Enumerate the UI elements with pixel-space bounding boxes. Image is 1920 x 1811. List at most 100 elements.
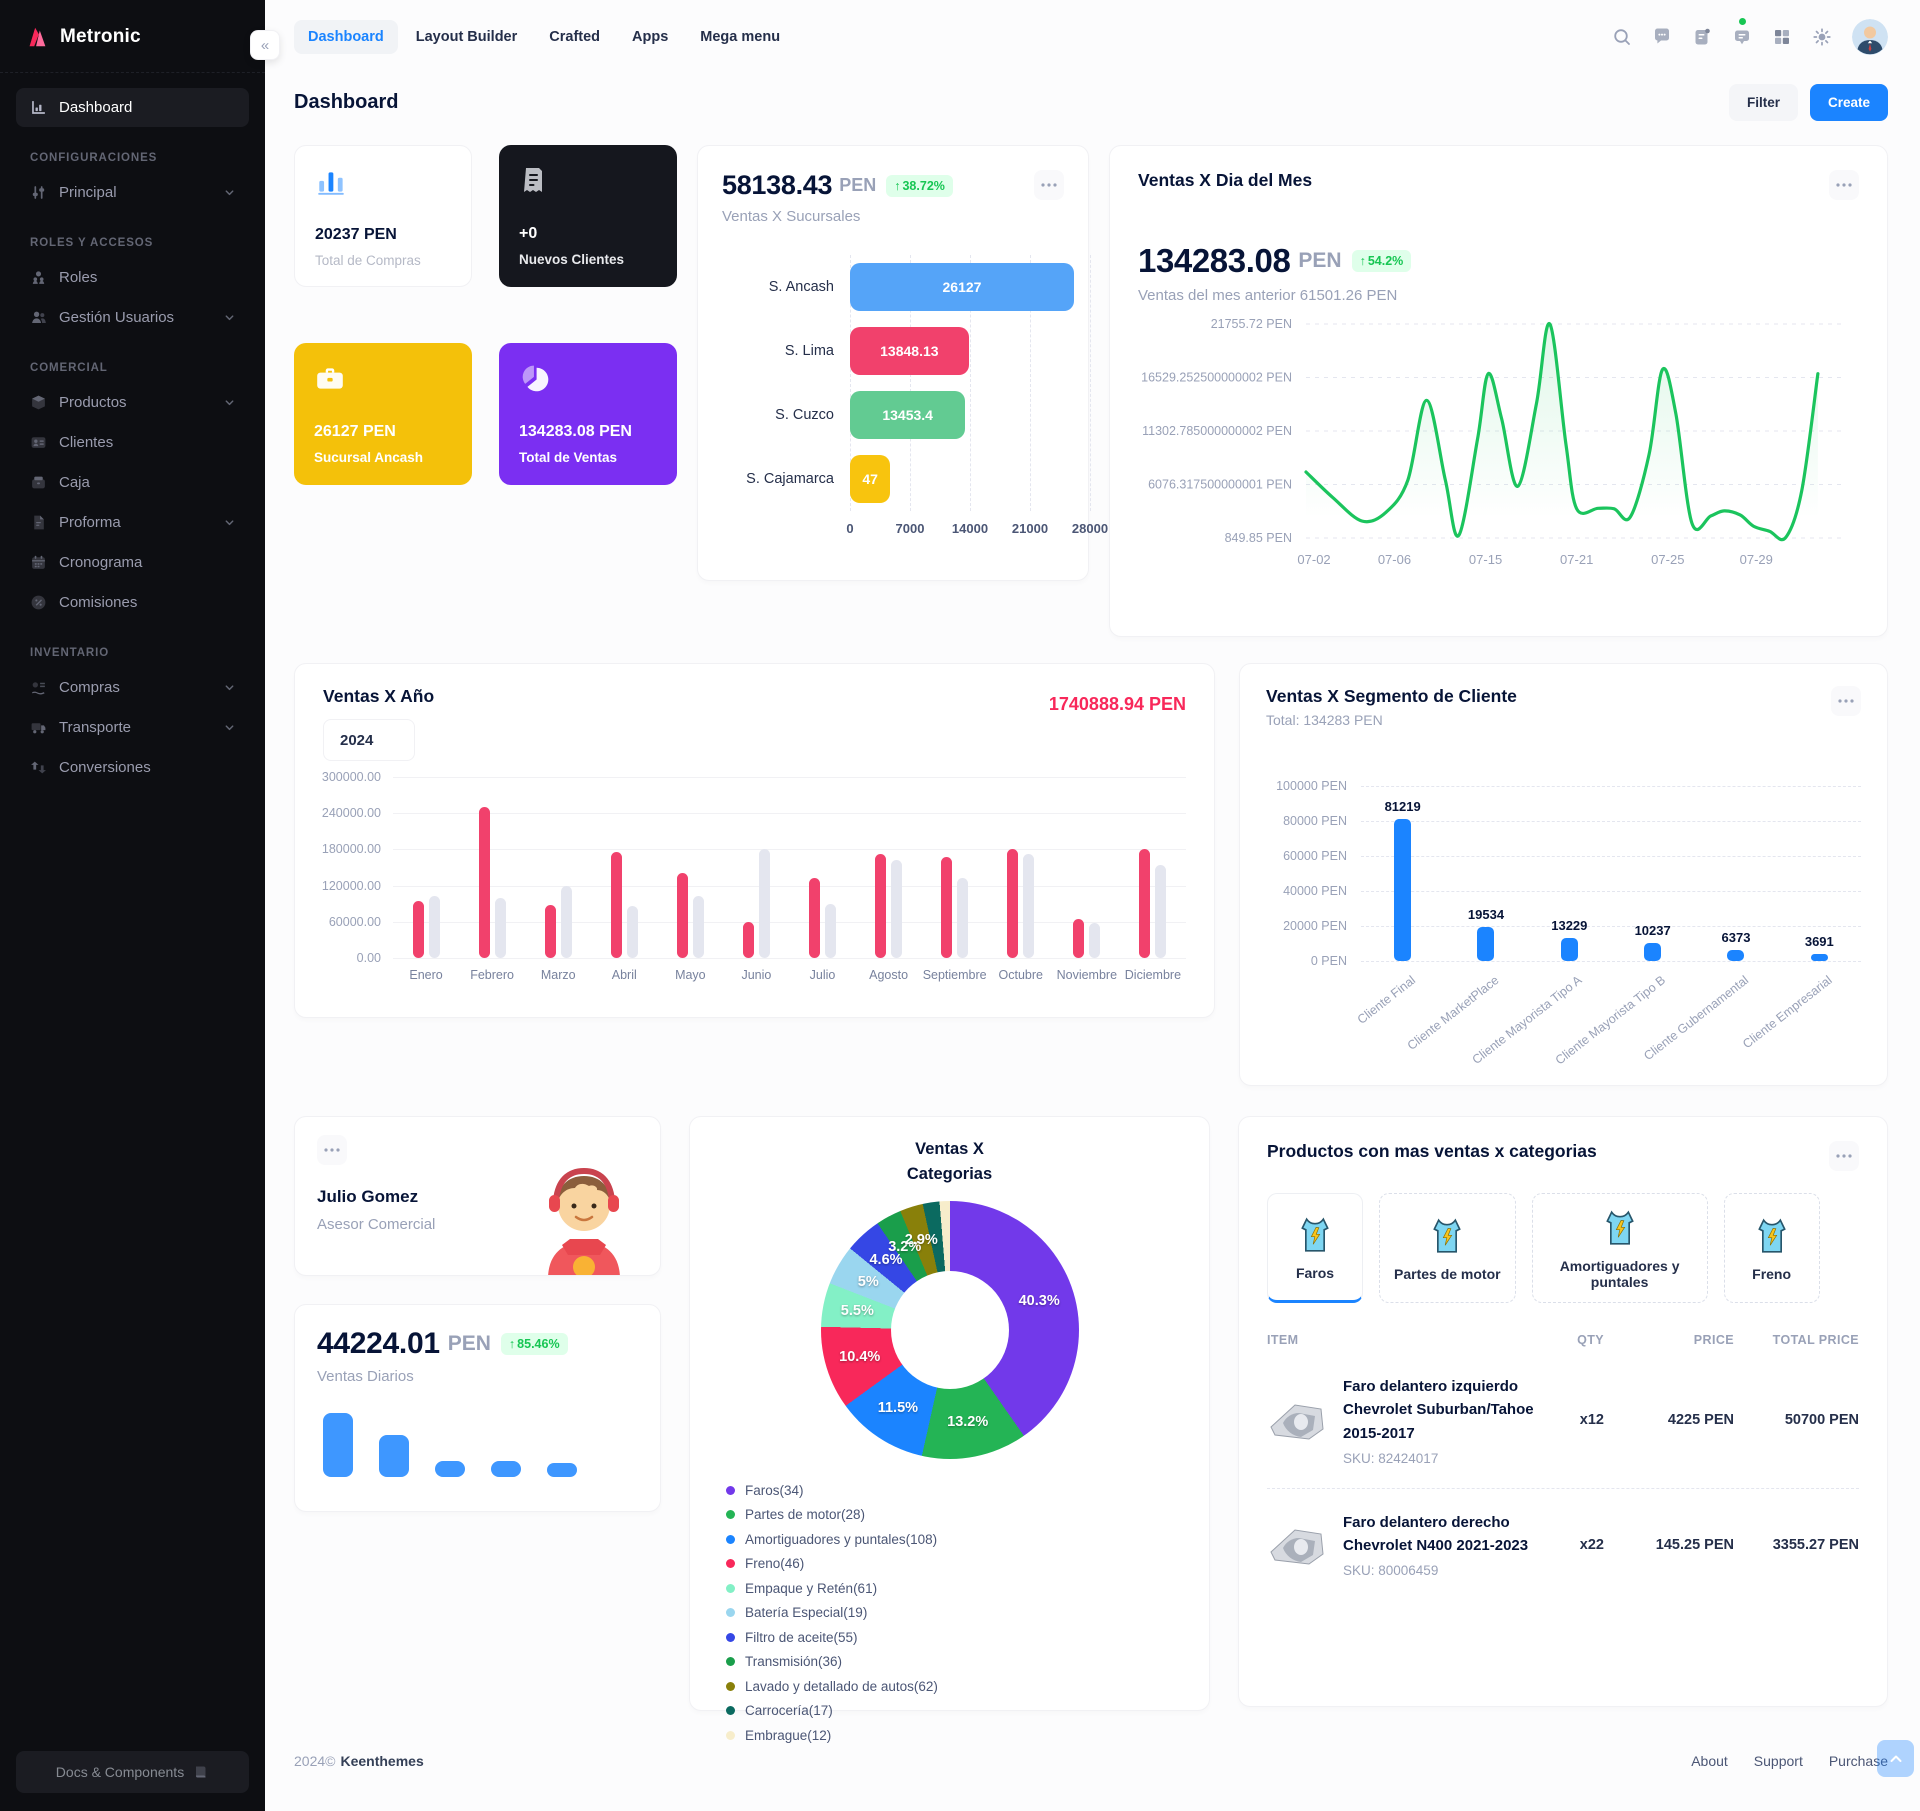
- messages-icon[interactable]: [1732, 18, 1752, 47]
- footer-link[interactable]: About: [1691, 1753, 1728, 1769]
- bar-Noviembre-ventas[interactable]: [1073, 919, 1085, 958]
- sidebar-item[interactable]: Clientes: [16, 423, 249, 462]
- bar-Junio-previo[interactable]: [758, 848, 770, 958]
- sidebar-item[interactable]: Caja: [16, 463, 249, 502]
- user-avatar[interactable]: [1852, 19, 1888, 55]
- sidebar-item[interactable]: Proforma: [16, 503, 249, 542]
- scroll-to-top-button[interactable]: [1877, 1740, 1914, 1777]
- legend-item[interactable]: Batería Especial(19): [726, 1605, 1185, 1620]
- bar-Agosto-previo[interactable]: [891, 860, 903, 958]
- mini-bar-3[interactable]: [491, 1461, 521, 1477]
- bar-Septiembre-ventas[interactable]: [941, 856, 953, 958]
- bar-Noviembre-previo[interactable]: [1089, 923, 1101, 958]
- legend-item[interactable]: Amortiguadores y puntales(108): [726, 1532, 1185, 1547]
- sidebar-item[interactable]: Gestión Usuarios: [16, 298, 249, 337]
- topnav-tab[interactable]: Crafted: [549, 29, 601, 45]
- card-menu-button[interactable]: [1829, 1141, 1859, 1171]
- mini-bar-0[interactable]: [323, 1413, 353, 1477]
- sidebar-item[interactable]: Principal: [16, 173, 249, 212]
- bar-Marzo-ventas[interactable]: [544, 904, 556, 958]
- create-button[interactable]: Create: [1809, 84, 1888, 121]
- legend-item[interactable]: Empaque y Retén(61): [726, 1581, 1185, 1596]
- card-menu-button[interactable]: [1831, 686, 1861, 716]
- footer-link[interactable]: Purchase: [1828, 1753, 1888, 1769]
- legend-item[interactable]: Faros(34): [726, 1483, 1185, 1498]
- mini-bar-1[interactable]: [379, 1435, 409, 1477]
- legend-item[interactable]: Embrague(12): [726, 1728, 1185, 1743]
- stat-card-nuevos-clientes[interactable]: +0 Nuevos Clientes: [499, 145, 677, 287]
- table-row[interactable]: Faro delantero izquierdo Chevrolet Subur…: [1267, 1353, 1859, 1488]
- stat-card-total-ventas[interactable]: 134283.08 PEN Total de Ventas: [499, 343, 677, 485]
- bar-Julio-ventas[interactable]: [809, 878, 820, 958]
- bar-Abril-ventas[interactable]: [610, 852, 622, 958]
- table-row[interactable]: Faro delantero derecho Chevrolet N400 20…: [1267, 1487, 1859, 1601]
- bar-Diciembre-previo[interactable]: [1155, 865, 1167, 958]
- sidebar-item[interactable]: Compras: [16, 668, 249, 707]
- mini-bar-2[interactable]: [435, 1461, 465, 1477]
- legend-item[interactable]: Partes de motor(28): [726, 1507, 1185, 1522]
- hbar-S. Cajamarca[interactable]: 47: [850, 455, 891, 503]
- bar-Cliente Gubernamental[interactable]: [1727, 949, 1745, 961]
- bar-Cliente MarketPlace[interactable]: [1477, 926, 1495, 961]
- bar-Junio-ventas[interactable]: [742, 922, 754, 958]
- topnav-tab[interactable]: Mega menu: [700, 29, 781, 45]
- hbar-S. Cuzco[interactable]: 13453.4: [850, 391, 966, 439]
- sidebar-item[interactable]: Transporte: [16, 708, 249, 747]
- bar-Abril-previo[interactable]: [626, 906, 638, 958]
- bar-Cliente Final[interactable]: [1394, 818, 1412, 961]
- hbar-S. Lima[interactable]: 13848.13: [850, 327, 969, 375]
- filter-button[interactable]: Filter: [1728, 84, 1798, 121]
- legend-item[interactable]: Freno(46): [726, 1556, 1185, 1571]
- hbar-S. Ancash[interactable]: 26127: [850, 263, 1074, 311]
- bar-Febrero-ventas[interactable]: [478, 807, 490, 958]
- sidebar-collapse-button[interactable]: «: [250, 30, 280, 60]
- producto-category-tab[interactable]: Amortiguadores y puntales: [1531, 1193, 1708, 1303]
- legend-item[interactable]: Transmisión(36): [726, 1654, 1185, 1669]
- bar-Marzo-previo[interactable]: [560, 885, 572, 958]
- bar-Octubre-ventas[interactable]: [1007, 848, 1019, 958]
- apps-grid-icon[interactable]: [1772, 27, 1792, 47]
- bar-Enero-previo[interactable]: [428, 895, 440, 958]
- producto-category-tab[interactable]: Faros: [1267, 1193, 1363, 1303]
- bar-Julio-previo[interactable]: [825, 904, 836, 958]
- bar-Mayo-ventas[interactable]: [676, 872, 688, 958]
- producto-category-tab[interactable]: Freno: [1723, 1193, 1820, 1303]
- sidebar-item[interactable]: Cronograma: [16, 543, 249, 582]
- bar-Cliente Mayorista Tipo A[interactable]: [1560, 937, 1578, 961]
- producto-category-tab[interactable]: Partes de motor: [1379, 1193, 1516, 1303]
- topnav-tab[interactable]: Layout Builder: [415, 29, 518, 45]
- legend-item[interactable]: Lavado y detallado de autos(62): [726, 1679, 1185, 1694]
- bar-Cliente Empresarial[interactable]: [1810, 954, 1828, 961]
- bar-Enero-ventas[interactable]: [412, 900, 424, 958]
- mini-bar-4[interactable]: [547, 1463, 577, 1477]
- bar-Agosto-ventas[interactable]: [875, 853, 887, 958]
- bar-Mayo-previo[interactable]: [692, 895, 704, 958]
- stat-card-sucursal-ancash[interactable]: 26127 PEN Sucursal Ancash: [294, 343, 472, 485]
- sidebar-item[interactable]: Roles: [16, 258, 249, 297]
- sidebar-item[interactable]: Productos: [16, 383, 249, 422]
- bar-Septiembre-previo[interactable]: [957, 877, 969, 958]
- bar-Diciembre-ventas[interactable]: [1139, 849, 1151, 958]
- topnav-tab[interactable]: Dashboard: [294, 20, 398, 54]
- card-menu-button[interactable]: [317, 1135, 347, 1165]
- theme-sun-icon[interactable]: [1812, 27, 1832, 47]
- logo[interactable]: Metronic: [0, 0, 265, 73]
- search-icon[interactable]: [1612, 27, 1632, 47]
- topnav-tab[interactable]: Apps: [632, 29, 669, 45]
- sidebar-item[interactable]: Comisiones: [16, 583, 249, 622]
- bar-Febrero-previo[interactable]: [494, 898, 506, 958]
- bar-Octubre-previo[interactable]: [1023, 854, 1035, 958]
- footer-link[interactable]: Support: [1753, 1753, 1803, 1769]
- footer-brand-link[interactable]: Keenthemes: [340, 1753, 424, 1769]
- legend-item[interactable]: Filtro de aceite(55): [726, 1630, 1185, 1645]
- bar-Cliente Mayorista Tipo B[interactable]: [1644, 943, 1662, 961]
- legend-item[interactable]: Carrocería(17): [726, 1703, 1185, 1718]
- sidebar-item[interactable]: Dashboard: [16, 88, 249, 127]
- docs-components-button[interactable]: Docs & Components: [16, 1751, 249, 1793]
- notes-icon[interactable]: [1692, 27, 1712, 47]
- chat-icon[interactable]: [1652, 27, 1672, 47]
- year-select[interactable]: 2024: [323, 719, 415, 761]
- card-menu-button[interactable]: [1829, 170, 1859, 200]
- stat-card-compras[interactable]: 20237 PEN Total de Compras: [294, 145, 472, 287]
- card-menu-button[interactable]: [1034, 170, 1064, 200]
